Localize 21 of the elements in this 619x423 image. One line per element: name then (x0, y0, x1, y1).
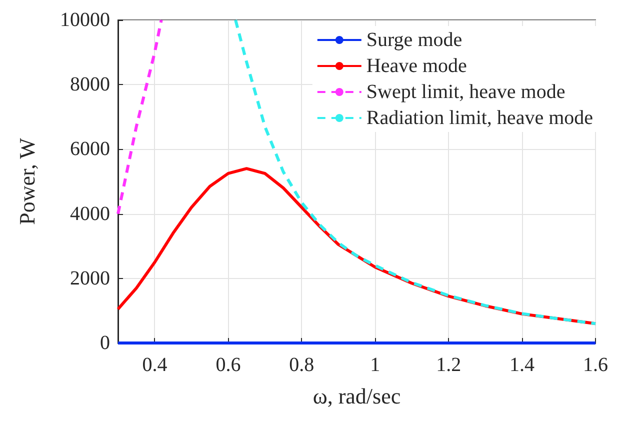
legend-label: Swept limit, heave mode (366, 81, 566, 103)
legend-label: Radiation limit, heave mode (366, 107, 594, 129)
y-tick-label: 2000 (70, 267, 110, 290)
x-tick-label: 0.8 (289, 354, 314, 376)
x-tick-label: 1 (370, 354, 380, 376)
x-axis-title: ω, rad/sec (312, 384, 401, 408)
x-tick-label: 0.4 (142, 354, 168, 376)
x-tick-label: 1.2 (436, 354, 462, 376)
y-tick-label: 4000 (70, 202, 110, 225)
x-tick-label: 1.6 (583, 354, 608, 376)
x-tick-label: 0.6 (216, 354, 241, 376)
y-tick-label: 8000 (70, 74, 110, 96)
y-tick-label: 6000 (70, 138, 110, 160)
x-tick-label: 1.4 (510, 354, 535, 376)
line-series (234, 18, 597, 326)
line-series (116, 18, 163, 216)
y-tick-label: 0 (100, 332, 110, 354)
y-axis-title: Power, W (14, 138, 40, 225)
y-tick-label: 10000 (60, 9, 110, 31)
legend-label: Heave mode (366, 55, 468, 77)
legend-label: Surge mode (366, 29, 462, 51)
